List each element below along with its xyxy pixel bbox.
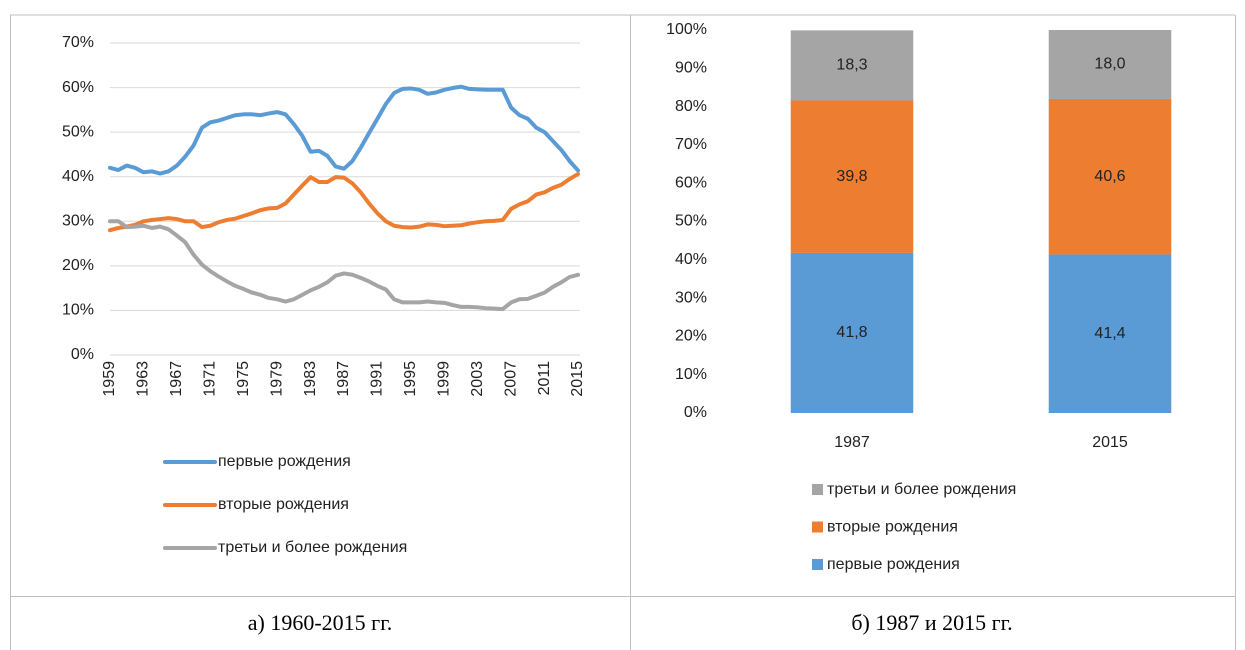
y-tick-label: 50% — [675, 213, 707, 230]
y-tick-label: 60% — [675, 174, 707, 191]
y-tick-label: 80% — [675, 98, 707, 115]
x-tick-label: 1979 — [268, 361, 285, 397]
bar-segment — [790, 100, 914, 253]
x-tick-label: 1991 — [369, 361, 386, 397]
legend-label: вторые рождения — [218, 496, 349, 513]
x-tick-label: 1995 — [402, 361, 419, 397]
x-tick-label: 1975 — [235, 361, 252, 397]
data-label: 41,8 — [836, 324, 867, 341]
data-label: 18,3 — [836, 57, 867, 74]
y-tick-label: 20% — [675, 328, 707, 345]
bar-segment — [1048, 98, 1172, 255]
legend-label: первые рождения — [827, 556, 960, 573]
x-tick-label: 1959 — [101, 361, 118, 397]
line-series — [108, 219, 580, 312]
bar-segment — [1048, 30, 1172, 99]
caption: а) 1960-2015 гг. — [248, 610, 392, 635]
data-label: 41,4 — [1094, 325, 1125, 342]
y-tick-label: 30% — [675, 289, 707, 306]
x-tick-label: 1963 — [135, 361, 152, 397]
data-label: 18,0 — [1094, 56, 1125, 73]
x-tick-label: 2007 — [502, 361, 519, 397]
legend-label: вторые рождения — [827, 519, 958, 536]
legend-swatch — [812, 484, 823, 495]
caption: б) 1987 и 2015 гг. — [851, 610, 1012, 635]
data-label: 40,6 — [1094, 168, 1125, 185]
x-tick-label: 1971 — [202, 361, 219, 397]
y-tick-label: 0% — [71, 346, 94, 363]
bar-segment — [790, 30, 914, 101]
x-tick-label: 1983 — [302, 361, 319, 397]
x-tick-label: 1967 — [168, 361, 185, 397]
x-tick-label: 2011 — [536, 361, 553, 396]
y-tick-label: 30% — [62, 213, 94, 230]
x-tick-label: 2015 — [569, 361, 586, 397]
y-tick-label: 40% — [675, 251, 707, 268]
frame — [10, 14, 1236, 650]
legend-swatch — [812, 559, 823, 570]
y-tick-label: 40% — [62, 168, 94, 185]
y-tick-label: 70% — [62, 34, 94, 51]
y-tick-label: 20% — [62, 257, 94, 274]
y-tick-label: 0% — [684, 404, 707, 421]
x-tick-label: 1999 — [436, 361, 453, 397]
y-tick-label: 70% — [675, 136, 707, 153]
y-tick-label: 10% — [675, 366, 707, 383]
legend-label: третьи и более рождения — [827, 481, 1016, 498]
legend-label: третьи и более рождения — [218, 539, 407, 556]
bar-segment — [790, 252, 914, 413]
y-tick-label: 50% — [62, 123, 94, 140]
x-tick-label: 2003 — [469, 361, 486, 397]
data-label: 39,8 — [836, 168, 867, 185]
y-tick-label: 60% — [62, 79, 94, 96]
x-tick-label: 1987 — [834, 434, 870, 451]
y-tick-label: 100% — [666, 21, 707, 38]
line-series — [108, 84, 580, 176]
x-tick-label: 2015 — [1092, 434, 1128, 451]
y-tick-label: 90% — [675, 60, 707, 77]
legend-label: первые рождения — [218, 453, 351, 470]
line-series — [108, 172, 580, 233]
x-tick-label: 1987 — [335, 361, 352, 397]
legend-swatch — [812, 521, 823, 533]
y-tick-label: 10% — [62, 302, 94, 319]
bar-segment — [1048, 254, 1172, 413]
